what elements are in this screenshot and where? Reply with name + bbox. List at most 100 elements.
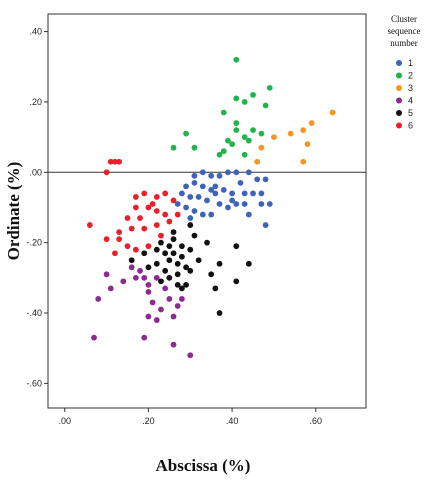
data-point (191, 179, 198, 186)
data-point (271, 134, 277, 141)
data-point (258, 144, 265, 151)
data-point (245, 260, 252, 267)
legend-marker (396, 110, 402, 116)
data-point (233, 95, 240, 102)
data-point (241, 201, 248, 207)
data-point (158, 278, 164, 285)
data-point (304, 141, 311, 148)
plot-area (47, 13, 367, 409)
data-point (187, 246, 194, 253)
data-point (300, 158, 307, 165)
data-point (174, 201, 181, 207)
data-point (103, 271, 110, 278)
data-point (174, 211, 181, 218)
data-point (233, 201, 240, 207)
legend-marker (396, 85, 402, 91)
legend-label: 2 (408, 71, 413, 81)
data-point (191, 172, 198, 179)
y-tick-label: -.60 (26, 378, 42, 388)
y-axis-ticks: .40 .20 .00 -.20 -.40 -.60 (26, 27, 48, 388)
data-point (141, 190, 148, 197)
data-point (153, 260, 160, 267)
legend-title-line-1: Cluster (391, 14, 417, 24)
y-tick-label: .40 (29, 27, 42, 37)
y-tick-label: .00 (29, 167, 42, 177)
y-tick-label: -.40 (26, 308, 42, 318)
data-point (132, 246, 139, 253)
data-point (216, 201, 223, 207)
data-point (212, 190, 219, 197)
data-point (116, 229, 123, 236)
data-point (170, 236, 177, 243)
data-point (124, 243, 131, 250)
data-point (208, 172, 215, 179)
data-point (112, 250, 118, 257)
legend-marker (396, 72, 402, 79)
data-point (241, 190, 248, 197)
data-point (241, 151, 248, 158)
data-point (229, 190, 236, 197)
data-point (153, 194, 160, 200)
data-point (103, 236, 110, 243)
data-point (153, 317, 160, 323)
data-point (266, 201, 273, 207)
data-point (145, 289, 152, 295)
data-point (141, 250, 148, 257)
data-point (191, 144, 198, 151)
data-point (170, 197, 177, 204)
data-point (95, 296, 102, 302)
data-point (162, 211, 169, 218)
data-point (170, 250, 177, 257)
data-point (187, 215, 194, 221)
data-point (162, 285, 169, 292)
data-point (250, 127, 256, 133)
data-point (170, 144, 177, 151)
legend: Cluster sequence number 1 2 3 4 5 6 (388, 14, 421, 131)
data-point (170, 229, 177, 236)
data-point (153, 274, 160, 281)
data-point (141, 225, 148, 232)
data-point (199, 183, 206, 190)
data-point (245, 137, 252, 144)
y-axis-title: Ordinate (%) (4, 162, 23, 261)
data-point (178, 253, 185, 260)
x-tick-label: .40 (226, 416, 239, 426)
data-point (107, 158, 114, 165)
data-point (262, 102, 269, 109)
data-point (170, 313, 177, 320)
data-point (166, 257, 173, 264)
data-point (233, 169, 240, 176)
data-point (149, 299, 156, 306)
data-points (86, 56, 336, 359)
legend-label: 3 (408, 83, 413, 93)
data-point (86, 222, 93, 228)
legend-label: 6 (408, 121, 413, 131)
data-point (225, 169, 231, 176)
legend-label: 5 (408, 108, 413, 118)
data-point (158, 306, 164, 313)
data-point (250, 92, 256, 98)
data-point (162, 267, 169, 274)
x-axis-title: Abscissa (%) (156, 456, 251, 475)
y-tick-label: .20 (29, 97, 42, 107)
series-cluster-5 (128, 222, 252, 316)
data-point (132, 204, 139, 211)
data-point (308, 120, 315, 126)
data-point (220, 148, 227, 155)
data-point (212, 183, 219, 190)
data-point (250, 190, 256, 197)
data-point (132, 194, 139, 200)
legend-marker (396, 122, 402, 129)
data-point (178, 296, 185, 302)
x-tick-label: .20 (142, 416, 155, 426)
data-point (254, 158, 261, 165)
data-point (233, 278, 240, 285)
data-point (191, 232, 198, 239)
data-point (204, 197, 210, 204)
data-point (258, 201, 265, 207)
data-point (128, 257, 135, 264)
data-point (149, 201, 156, 207)
data-point (233, 127, 240, 133)
x-axis-ticks: .00 .20 .40 .60 (58, 408, 322, 426)
